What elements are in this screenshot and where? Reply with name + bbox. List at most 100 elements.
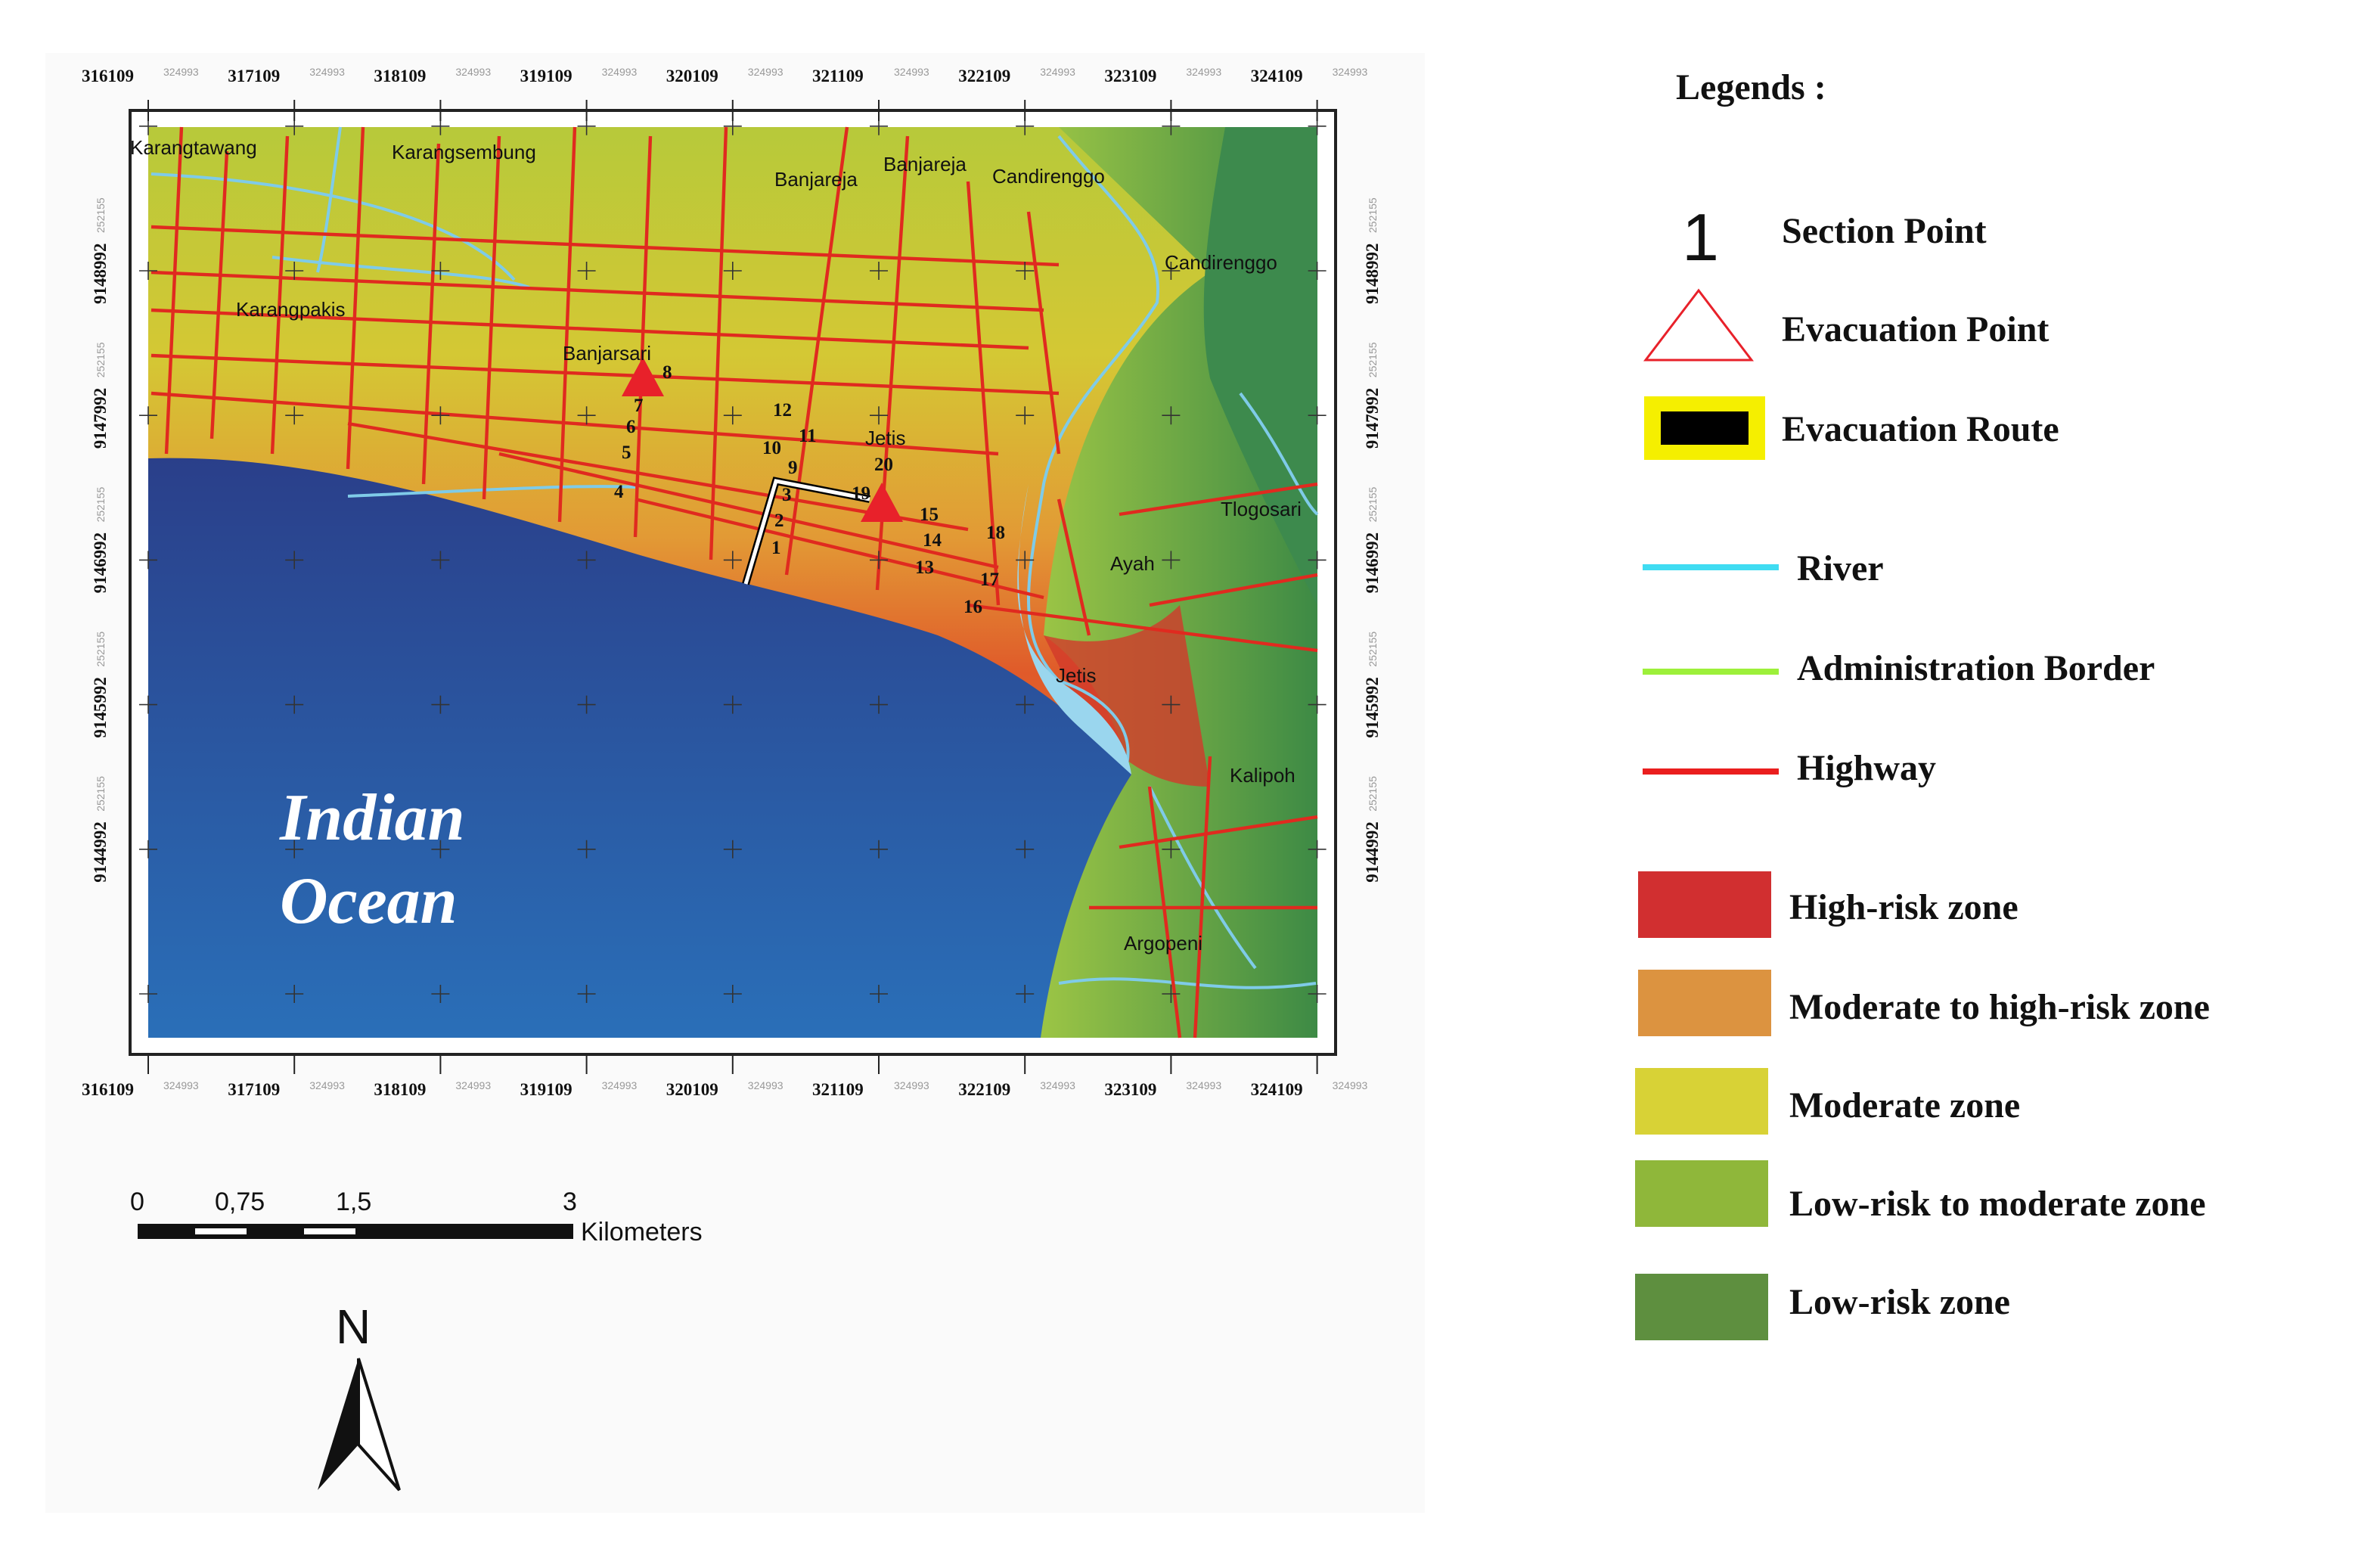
- grid-cross: [1162, 695, 1181, 714]
- x-coordinate: 316109: [82, 67, 134, 85]
- grid-cross: [723, 985, 742, 1003]
- x-coordinate: 317109: [228, 1080, 280, 1099]
- section-point: 11: [799, 426, 817, 446]
- grid-cross: [139, 551, 157, 570]
- grid-cross: [1308, 840, 1327, 858]
- section-point: 17: [980, 570, 999, 590]
- scale-unit: Kilometers: [581, 1218, 703, 1247]
- ocean-label: Indian: [279, 781, 465, 855]
- grid-cross: [139, 262, 157, 280]
- grid-cross: [431, 551, 450, 570]
- y-coordinate-minor: 252155: [95, 632, 107, 667]
- grid-cross: [577, 840, 596, 858]
- y-coordinate-minor: 252155: [1367, 632, 1379, 667]
- place-name: Banjareja: [883, 153, 967, 175]
- legend-label: Low-risk to moderate zone: [1789, 1184, 2206, 1224]
- y-coordinate-minor: 252155: [1367, 776, 1379, 812]
- grid-cross: [723, 262, 742, 280]
- grid-cross: [285, 406, 304, 425]
- scale-tick: 0,75: [215, 1188, 265, 1216]
- place-name: Argopeni: [1124, 932, 1202, 955]
- section-point: 2: [774, 511, 784, 531]
- grid-cross: [431, 840, 450, 858]
- grid-cross: [285, 695, 304, 714]
- section-point: 7: [634, 396, 644, 416]
- section-point: 6: [626, 417, 636, 437]
- y-coordinate-minor: 252155: [1367, 197, 1379, 233]
- roads: [150, 126, 1318, 1038]
- y-coordinate-minor: 252155: [1367, 342, 1379, 377]
- grid-crosses: [139, 116, 1327, 1003]
- grid-cross: [1162, 840, 1181, 858]
- grid-cross: [723, 840, 742, 858]
- section-point: 4: [614, 482, 624, 502]
- grid-cross: [431, 985, 450, 1003]
- grid-cross: [1162, 985, 1181, 1003]
- x-coordinate-minor: 324993: [455, 66, 491, 78]
- x-coordinate-minor: 324993: [894, 1079, 929, 1091]
- x-coordinate: 319109: [520, 1080, 573, 1099]
- legend-label: Section Point: [1782, 211, 1987, 251]
- x-coordinate-minor: 324993: [163, 1079, 199, 1091]
- legend-label: Moderate to high-risk zone: [1789, 987, 2210, 1027]
- x-coordinate-minor: 324993: [748, 66, 784, 78]
- x-coordinate: 321109: [812, 67, 864, 85]
- section-point: 9: [788, 458, 798, 478]
- x-coordinate-minor: 324993: [309, 1079, 345, 1091]
- x-coordinate: 320109: [666, 1080, 718, 1099]
- section-point: 16: [963, 597, 982, 617]
- grid-cross: [1308, 695, 1327, 714]
- x-coordinate: 318109: [374, 1080, 426, 1099]
- grid-cross: [577, 695, 596, 714]
- scale-bar: 0 0,75 1,5 3 Kilometers: [130, 1188, 703, 1247]
- grid-cross: [285, 551, 304, 570]
- legend: Legends : 1 Section Point Evacuation Poin…: [1635, 67, 2210, 1340]
- y-coordinate: 9146992: [1363, 532, 1382, 594]
- grid-cross: [431, 406, 450, 425]
- y-coordinate: 9148992: [1363, 244, 1382, 305]
- x-coordinate-minor: 324993: [1186, 1079, 1221, 1091]
- grid-cross: [431, 695, 450, 714]
- x-coordinate-minor: 324993: [163, 66, 199, 78]
- y-coordinate: 9146992: [91, 532, 110, 594]
- y-coordinate-minor: 252155: [1367, 486, 1379, 522]
- grid-cross: [870, 262, 888, 280]
- grid-cross: [285, 262, 304, 280]
- grid-cross: [1308, 551, 1327, 570]
- grid-cross: [1016, 695, 1035, 714]
- grid-cross: [870, 406, 888, 425]
- grid-cross: [139, 840, 157, 858]
- north-label: N: [336, 1299, 371, 1354]
- y-coordinate: 9147992: [91, 388, 110, 449]
- ocean-label: Ocean: [280, 865, 458, 938]
- section-point: 10: [762, 438, 781, 458]
- y-coordinate-minor: 252155: [95, 342, 107, 377]
- legend-symbol: 1: [1682, 200, 1719, 275]
- legend-label: High-risk zone: [1789, 887, 2019, 927]
- grid-cross: [870, 985, 888, 1003]
- place-name: Karangsembung: [392, 141, 536, 163]
- grid-cross: [1308, 406, 1327, 425]
- x-coordinate: 324109: [1251, 1080, 1303, 1099]
- x-coordinate: 321109: [812, 1080, 864, 1099]
- place-name: Karangtawang: [130, 136, 257, 159]
- y-coordinate: 9144992: [1363, 821, 1382, 883]
- x-coordinate-minor: 324993: [602, 1079, 638, 1091]
- grid-cross: [1162, 406, 1181, 425]
- x-coordinate-minor: 324993: [1040, 66, 1075, 78]
- place-name: Jetis: [865, 427, 905, 449]
- x-coordinate-minor: 324993: [309, 66, 345, 78]
- legend-label: Evacuation Point: [1782, 309, 2049, 349]
- grid-cross: [577, 551, 596, 570]
- place-name: Tlogosari: [1221, 498, 1302, 520]
- grid-cross: [285, 840, 304, 858]
- section-point: 15: [920, 505, 939, 525]
- section-point: 19: [852, 483, 870, 504]
- x-coordinate: 320109: [666, 67, 718, 85]
- grid-cross: [139, 695, 157, 714]
- y-coordinate-minor: 252155: [95, 197, 107, 233]
- grid-cross: [723, 406, 742, 425]
- x-coordinate: 323109: [1104, 1080, 1156, 1099]
- x-coordinate-minor: 324993: [894, 66, 929, 78]
